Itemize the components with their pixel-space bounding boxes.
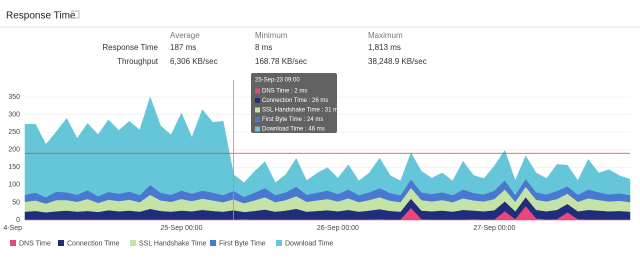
stat-value: 187 ms bbox=[170, 43, 196, 52]
stat-value: 1,813 ms bbox=[368, 43, 401, 52]
stats: Average Minimum Maximum Response Time 187 ms… bbox=[102, 31, 426, 66]
y-tick-label: 150 bbox=[8, 164, 20, 171]
x-tick-label: 26-Sep 00:00 bbox=[317, 225, 359, 232]
y-tick-label: 0 bbox=[16, 217, 20, 224]
x-tick-label: 4-Sep bbox=[3, 225, 22, 232]
stat-value: 168.78 KB/sec bbox=[255, 57, 307, 66]
legend-label: Download Time bbox=[285, 240, 333, 247]
stat-value: 8 ms bbox=[255, 43, 272, 52]
legend-label: Connection Time bbox=[67, 240, 120, 247]
area bbox=[24, 96, 631, 198]
legend-swatch bbox=[210, 240, 216, 246]
tooltip-item: Download Time : 46 ms bbox=[262, 127, 325, 133]
tooltip-swatch bbox=[255, 98, 260, 103]
tooltip-swatch bbox=[255, 126, 260, 132]
legend: DNS Time Connection Time SSL Handshake Tim… bbox=[10, 240, 333, 247]
stat-column: Minimum bbox=[255, 31, 288, 40]
y-tick-label: 300 bbox=[8, 111, 20, 118]
legend-swatch bbox=[58, 240, 64, 246]
legend-label: First Byte Time bbox=[219, 240, 266, 247]
stat-column: Average bbox=[170, 31, 200, 40]
tooltip-swatch bbox=[255, 88, 260, 94]
tooltip-swatch bbox=[255, 117, 260, 122]
tooltip-item: DNS Time : 2 ms bbox=[262, 89, 307, 95]
tooltip-item: Connection Time : 26 ms bbox=[262, 98, 328, 104]
stat-value: 6,306 KB/sec bbox=[170, 57, 218, 66]
tooltip: 25-Sep-23 09:00 DNS Time : 2 ms Connection… bbox=[251, 73, 341, 133]
tooltip-swatch bbox=[255, 107, 260, 113]
tooltip-item: SSL Handshake Time : 31 ms bbox=[262, 108, 341, 114]
tooltip-item: First Byte Time : 24 ms bbox=[262, 117, 323, 123]
legend-swatch bbox=[276, 240, 282, 246]
y-tick-label: 200 bbox=[8, 147, 20, 154]
x-tick-label: 25-Sep 00:00 bbox=[160, 225, 202, 232]
expand-icon[interactable] bbox=[71, 10, 80, 19]
title: Response Time bbox=[6, 11, 76, 22]
legend-swatch bbox=[130, 240, 136, 246]
tooltip-box bbox=[251, 73, 337, 133]
y-tick-label: 250 bbox=[8, 129, 20, 136]
legend-label: SSL Handshake Time bbox=[139, 240, 207, 247]
y-tick-label: 100 bbox=[8, 182, 20, 189]
y-tick-label: 350 bbox=[8, 94, 20, 101]
stat-row-label: Response Time bbox=[102, 43, 158, 52]
x-tick-label: 27-Sep 00:00 bbox=[473, 225, 515, 232]
stat-value: 38,248.9 KB/sec bbox=[368, 57, 427, 66]
tooltip-title: 25-Sep-23 09:00 bbox=[255, 78, 300, 84]
y-tick-label: 50 bbox=[12, 199, 20, 206]
legend-label: DNS Time bbox=[19, 240, 51, 247]
stat-column: Maximum bbox=[368, 31, 403, 40]
legend-swatch bbox=[10, 240, 16, 246]
stat-row-label: Throughput bbox=[117, 57, 159, 66]
